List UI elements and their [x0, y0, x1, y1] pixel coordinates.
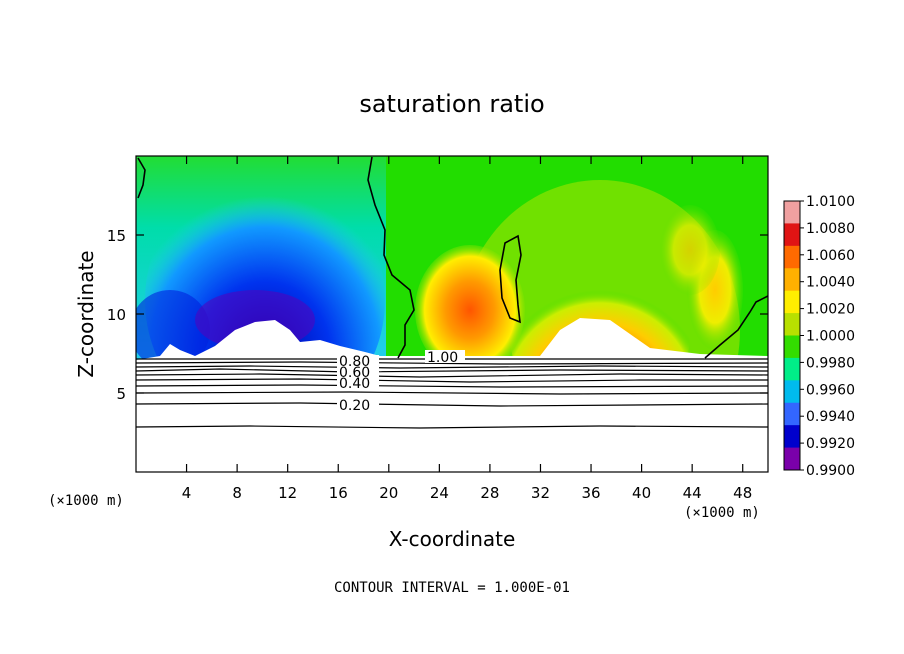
x-tick-label-12: 12 — [278, 484, 297, 502]
plot-area — [136, 156, 768, 472]
contour-lines-lower — [136, 358, 768, 429]
x-unit-left: (×1000 m) — [48, 493, 124, 509]
x-axis: 4 8 12 16 20 24 28 32 36 40 44 48 — [182, 156, 752, 502]
x-tick-label-40: 40 — [632, 484, 651, 502]
colorbar-label-1: 1.0080 — [806, 221, 855, 237]
colorbar-label-2: 1.0060 — [806, 248, 855, 264]
x-axis-label: X-coordinate — [389, 527, 516, 551]
colorbar-swatch-2 — [784, 245, 800, 269]
moist-core-mid — [415, 245, 525, 375]
y-tick-label-5: 5 — [116, 385, 126, 403]
contour-label-0.20: 0.20 — [339, 398, 370, 414]
contour-labels: 0.80 0.60 0.40 0.20 1.00 — [337, 350, 465, 414]
terrain-blank — [136, 318, 768, 472]
colorbar-label-3: 1.0040 — [806, 275, 855, 291]
contour-1.00 — [137, 156, 768, 359]
x-tick-label-16: 16 — [329, 484, 348, 502]
contour-label-1.00: 1.00 — [427, 350, 458, 366]
colorbar-swatch-3 — [784, 268, 800, 292]
y-tick-label-15: 15 — [107, 227, 126, 245]
x-tick-label-44: 44 — [683, 484, 702, 502]
colorbar-swatch-4 — [784, 290, 800, 314]
colorbar-swatch-7 — [784, 357, 800, 381]
colorbar-swatch-11 — [784, 447, 800, 471]
colorbar-swatch-10 — [784, 425, 800, 449]
x-tick-label-28: 28 — [480, 484, 499, 502]
colorbar-swatch-8 — [784, 380, 800, 404]
x-tick-label-48: 48 — [733, 484, 752, 502]
dry-core-small — [136, 290, 210, 370]
colorbar-swatch-6 — [784, 335, 800, 359]
colorbar-swatch-1 — [784, 223, 800, 247]
x-tick-label-32: 32 — [531, 484, 550, 502]
x-tick-label-4: 4 — [182, 484, 192, 502]
contour-interval-note: CONTOUR INTERVAL = 1.000E-01 — [334, 580, 570, 596]
x-tick-label-20: 20 — [379, 484, 398, 502]
colorbar-label-4: 1.0020 — [806, 302, 855, 318]
x-unit-right: (×1000 m) — [684, 505, 760, 521]
x-tick-label-36: 36 — [581, 484, 600, 502]
y-axis: 5 10 15 — [107, 227, 768, 403]
chart-title: saturation ratio — [359, 90, 544, 118]
colorbar-swatch-0 — [784, 201, 800, 224]
y-tick-label-10: 10 — [107, 306, 126, 324]
x-tick-label-24: 24 — [430, 484, 449, 502]
contour-label-0.40: 0.40 — [339, 376, 370, 392]
colorbar-label-5: 1.0000 — [806, 329, 855, 345]
colorbar-label-9: 0.9920 — [806, 436, 855, 452]
colorbar-label-7: 0.9960 — [806, 382, 855, 398]
colorbar-label-0: 1.0100 — [806, 194, 855, 210]
colorbar: 1.0100 1.0080 1.0060 1.0040 1.0020 1.0000 0.99… — [783, 194, 855, 479]
colorbar-swatch-5 — [784, 313, 800, 336]
x-tick-label-8: 8 — [232, 484, 242, 502]
colorbar-label-8: 0.9940 — [806, 409, 855, 425]
colorbar-label-6: 0.9980 — [806, 355, 855, 371]
y-axis-label: Z-coordinate — [74, 250, 98, 377]
moist-wisp-far — [660, 205, 720, 295]
colorbar-swatch-9 — [784, 402, 800, 426]
colorbar-label-10: 0.9900 — [806, 463, 855, 479]
